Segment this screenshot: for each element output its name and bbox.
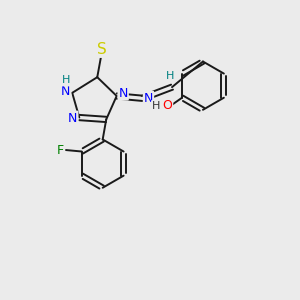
Text: N: N <box>68 112 77 124</box>
Text: S: S <box>97 42 106 57</box>
Text: H: H <box>61 76 70 85</box>
Text: N: N <box>144 92 153 105</box>
Text: H: H <box>152 101 160 111</box>
Text: H: H <box>167 71 175 81</box>
Text: N: N <box>118 86 128 100</box>
Text: F: F <box>57 143 64 157</box>
Text: N: N <box>61 85 70 98</box>
Text: O: O <box>162 100 172 112</box>
